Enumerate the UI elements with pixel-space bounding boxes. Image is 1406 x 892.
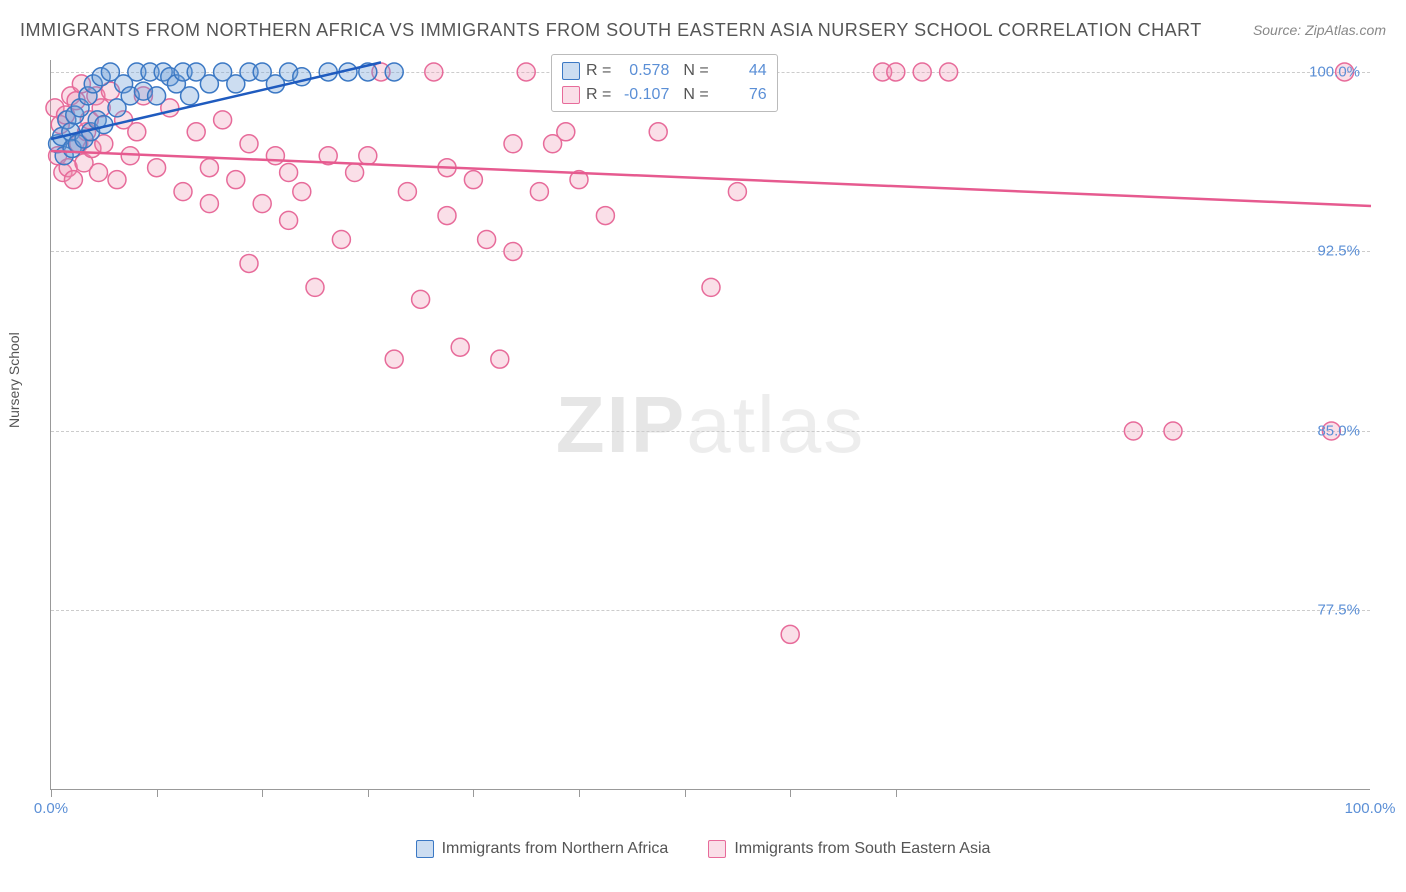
bottom-legend-pink-label: Immigrants from South Eastern Asia [734,840,990,858]
xtick-mark [262,789,263,797]
xtick-mark [51,789,52,797]
legend-row-pink: R = -0.107 N = 76 [562,83,767,107]
scatter-point [464,171,482,189]
legend-swatch-blue [562,62,580,80]
scatter-point [649,123,667,141]
scatter-point [280,163,298,181]
scatter-point [346,163,364,181]
scatter-point [702,278,720,296]
scatter-point [1124,422,1142,440]
legend-n-label: N = [683,62,708,80]
scatter-point [596,207,614,225]
legend-n-blue: 44 [715,62,767,80]
scatter-point [530,183,548,201]
scatter-point [940,63,958,81]
chart-plot-area: ZIPatlas R = 0.578 N = 44 R = -0.107 N =… [50,60,1370,790]
legend-r-pink: -0.107 [617,86,669,104]
x-label-100: 100.0% [1345,800,1396,817]
scatter-point [214,111,232,129]
ytick-label: 85.0% [1317,422,1360,439]
scatter-point [385,350,403,368]
chart-title: IMMIGRANTS FROM NORTHERN AFRICA VS IMMIG… [20,20,1202,41]
scatter-point [781,625,799,643]
scatter-point [332,231,350,249]
legend-n-pink: 76 [715,86,767,104]
scatter-point [148,87,166,105]
legend-r-blue: 0.578 [617,62,669,80]
trend-line [51,151,1371,206]
scatter-point [280,211,298,229]
scatter-point [478,231,496,249]
xtick-mark [473,789,474,797]
bottom-legend-blue-label: Immigrants from Northern Africa [442,840,669,858]
xtick-mark [896,789,897,797]
legend-swatch-blue-icon [416,840,434,858]
scatter-point [148,159,166,177]
scatter-point [240,254,258,272]
scatter-point [438,207,456,225]
scatter-point [517,63,535,81]
legend-row-blue: R = 0.578 N = 44 [562,59,767,83]
scatter-point [728,183,746,201]
scatter-point [266,147,284,165]
scatter-point [90,163,108,181]
scatter-point [887,63,905,81]
scatter-point [293,183,311,201]
scatter-point [128,123,146,141]
bottom-legend: Immigrants from Northern Africa Immigran… [0,840,1406,858]
bottom-legend-blue: Immigrants from Northern Africa [416,840,669,858]
scatter-point [504,242,522,260]
scatter-point [187,123,205,141]
xtick-mark [579,789,580,797]
xtick-mark [790,789,791,797]
legend-n-label: N = [683,86,708,104]
legend-swatch-pink-icon [708,840,726,858]
legend-r-label: R = [586,62,611,80]
bottom-legend-pink: Immigrants from South Eastern Asia [708,840,990,858]
scatter-point [200,159,218,177]
legend-r-label: R = [586,86,611,104]
scatter-point [174,183,192,201]
legend-swatch-pink [562,86,580,104]
y-axis-label: Nursery School [6,332,22,428]
scatter-point [240,135,258,153]
scatter-point [398,183,416,201]
xtick-mark [157,789,158,797]
xtick-mark [368,789,369,797]
x-label-0: 0.0% [34,800,68,817]
scatter-point [227,171,245,189]
scatter-point [544,135,562,153]
scatter-point [181,87,199,105]
ytick-label: 100.0% [1309,63,1360,80]
source-label: Source: ZipAtlas.com [1253,22,1386,38]
scatter-point [253,195,271,213]
scatter-point [451,338,469,356]
scatter-point [1164,422,1182,440]
scatter-point [425,63,443,81]
scatter-point [306,278,324,296]
scatter-point [359,147,377,165]
ytick-label: 77.5% [1317,602,1360,619]
ytick-label: 92.5% [1317,243,1360,260]
scatter-svg [51,60,1370,789]
scatter-point [108,171,126,189]
scatter-point [412,290,430,308]
scatter-point [913,63,931,81]
scatter-point [200,195,218,213]
scatter-point [491,350,509,368]
scatter-point [64,171,82,189]
scatter-point [504,135,522,153]
correlation-legend: R = 0.578 N = 44 R = -0.107 N = 76 [551,54,778,112]
xtick-mark [685,789,686,797]
scatter-point [385,63,403,81]
